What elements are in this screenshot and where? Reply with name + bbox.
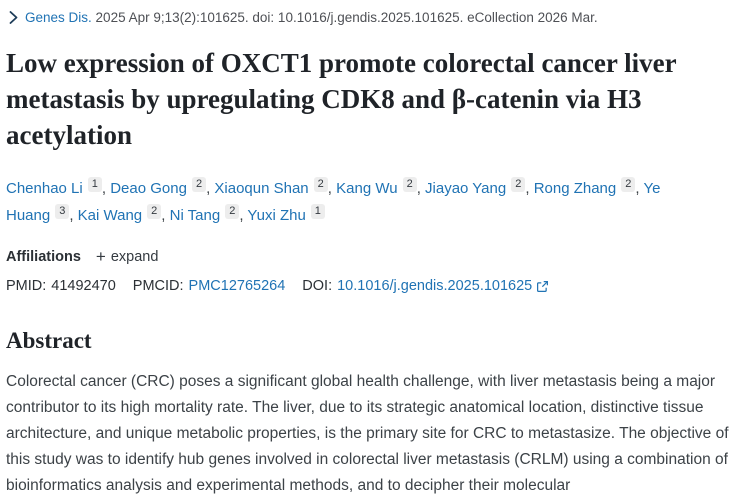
pmcid-link[interactable]: PMC12765264 xyxy=(188,278,286,294)
author-separator: , xyxy=(525,180,534,197)
pmcid-group: PMCID: PMC12765264 xyxy=(133,278,286,294)
pmid-value: 41492470 xyxy=(51,278,116,294)
author-affiliation-badge[interactable]: 2 xyxy=(191,177,207,192)
expand-affiliations-button[interactable]: + expand xyxy=(96,248,159,265)
author-link[interactable]: Kai Wang xyxy=(77,207,143,224)
author-affiliation-badge[interactable]: 2 xyxy=(402,177,417,192)
pmid-label: PMID: xyxy=(6,278,47,294)
abstract-heading: Abstract xyxy=(6,328,92,353)
author-separator: , xyxy=(101,180,111,197)
abstract-text: Colorectal cancer (CRC) poses a signific… xyxy=(6,373,729,494)
author-link[interactable]: Ni Tang xyxy=(169,207,221,224)
author-link[interactable]: Jiayao Yang xyxy=(425,180,507,197)
author-link[interactable]: Chenhao Li xyxy=(6,180,83,197)
author-link[interactable]: Kang Wu xyxy=(336,180,398,197)
author-link[interactable]: Yuxi Zhu xyxy=(247,207,306,224)
author-link[interactable]: Ye Huang xyxy=(6,180,661,224)
author-affiliation-badge[interactable]: 2 xyxy=(225,204,240,219)
author-link[interactable]: Xiaoqun Shan xyxy=(214,180,309,197)
author-affiliation-badge[interactable]: 3 xyxy=(55,204,70,219)
author-affiliation-badge[interactable]: 2 xyxy=(621,177,636,192)
author-separator: , xyxy=(239,207,248,224)
author-separator: , xyxy=(69,207,78,224)
pmcid-label: PMCID: xyxy=(132,278,184,294)
expand-label: expand xyxy=(110,248,159,265)
affiliations-row: Affiliations + expand xyxy=(6,248,742,265)
doi-group: DOI: 10.1016/j.gendis.2025.101625 xyxy=(302,278,549,294)
author-affiliation-badge[interactable]: 2 xyxy=(147,204,162,219)
author-separator: , xyxy=(635,180,644,197)
identifiers-row: PMID: 41492470 PMCID: PMC12765264 DOI: 1… xyxy=(6,278,742,294)
author-separator: , xyxy=(416,180,426,197)
doi-value: 10.1016/j.gendis.2025.101625 xyxy=(337,278,533,294)
author-separator: , xyxy=(161,207,170,224)
chevron-right-icon xyxy=(9,11,18,24)
article-title: Low expression of OXCT1 promote colorect… xyxy=(6,48,677,150)
author-affiliation-badge[interactable]: 1 xyxy=(310,204,325,219)
citation-line: Genes Dis. 2025 Apr 9;13(2):101625. doi:… xyxy=(6,10,742,25)
journal-link[interactable]: Genes Dis. xyxy=(25,10,92,25)
author-affiliation-badge[interactable]: 1 xyxy=(87,177,102,192)
affiliations-label: Affiliations xyxy=(6,248,81,265)
author-affiliation-badge[interactable]: 2 xyxy=(313,177,328,192)
pmid-group: PMID: 41492470 xyxy=(6,278,116,294)
doi-link[interactable]: 10.1016/j.gendis.2025.101625 xyxy=(337,278,549,294)
citation-text: 2025 Apr 9;13(2):101625. doi: 10.1016/j.… xyxy=(95,10,598,25)
authors-line: Chenhao Li 1, Deao Gong 2, Xiaoqun Shan 2, … xyxy=(6,175,691,229)
doi-label: DOI: xyxy=(302,278,333,294)
external-link-icon xyxy=(536,280,549,293)
author-link[interactable]: Rong Zhang xyxy=(533,180,617,197)
author-separator: , xyxy=(206,180,215,197)
author-link[interactable]: Deao Gong xyxy=(110,180,187,197)
plus-icon: + xyxy=(95,247,106,266)
author-affiliation-badge[interactable]: 2 xyxy=(511,177,526,192)
author-separator: , xyxy=(327,180,337,197)
